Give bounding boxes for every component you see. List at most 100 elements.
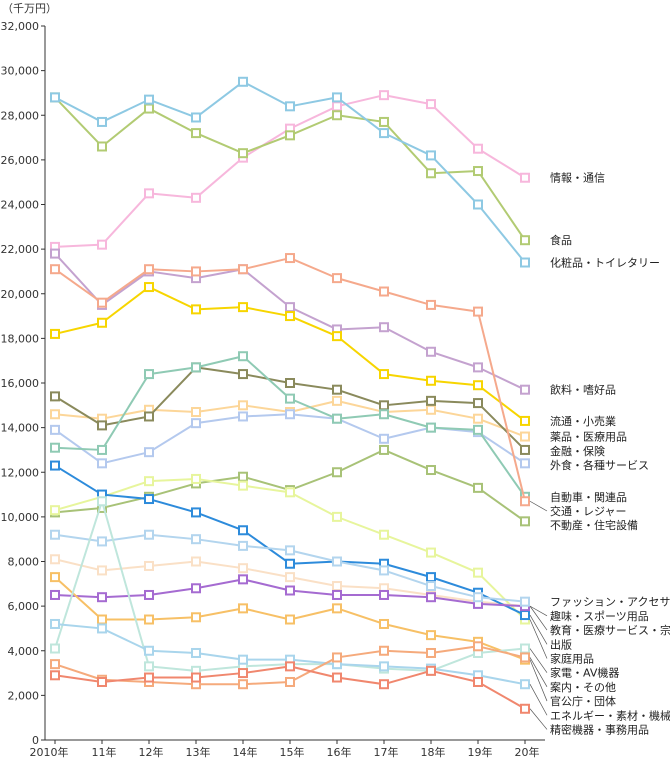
data-point [191,672,201,683]
series-label: 流通・小売業 [550,414,616,428]
series-9 [50,253,530,507]
data-point [332,511,342,522]
data-point [520,610,530,621]
data-point [473,482,483,493]
data-point [238,563,248,574]
series-18 [50,618,530,690]
data-point [473,641,483,652]
label-leader-line [529,648,548,673]
x-tick-label: 18年 [421,745,446,759]
data-point [426,150,436,161]
series-4 [50,282,530,426]
series-label: 金融・保険 [550,444,605,458]
data-point [191,647,201,658]
y-tick-label: 26,000 [1,154,40,167]
series-15 [50,529,530,607]
data-point [332,581,342,592]
data-point [144,94,154,105]
label-leader-line [529,605,548,631]
y-tick-label: 28,000 [1,109,40,122]
data-point [520,257,530,268]
data-point [144,560,154,571]
series-label: 飲料・嗜好品 [550,383,616,397]
data-point [285,253,295,264]
data-point [191,266,201,277]
data-point [97,676,107,687]
data-point [97,536,107,547]
data-point [191,583,201,594]
data-point [97,141,107,152]
data-point [379,661,389,672]
data-point [238,411,248,422]
y-tick-label: 32,000 [1,20,40,33]
data-point [426,395,436,406]
data-point [50,554,60,565]
series-7 [50,409,530,469]
x-tick-label: 14年 [233,745,258,759]
data-point [285,101,295,112]
data-point [473,380,483,391]
data-point [332,589,342,600]
data-point [473,676,483,687]
data-point [97,444,107,455]
data-point [50,264,60,275]
data-point [144,264,154,275]
data-point [426,592,436,603]
label-leader-line [529,614,548,645]
x-tick-label: 19年 [468,745,493,759]
data-point [520,643,530,654]
data-point [97,420,107,431]
data-point [97,317,107,328]
data-point [191,418,201,429]
x-tick-label: 13年 [186,745,211,759]
series-label: 官公庁・団体 [550,694,616,708]
data-point [97,297,107,308]
data-point [144,672,154,683]
y-tick-label: 6,000 [8,600,40,613]
x-tick-label: 12年 [139,745,164,759]
data-point [332,110,342,121]
data-point [285,378,295,388]
y-tick-label: 24,000 [1,199,40,212]
series-label: 食品 [550,233,572,247]
data-point [238,525,248,536]
data-point [50,618,60,629]
x-tick-label: 17年 [374,745,399,759]
data-point [285,545,295,556]
x-tick-label: 2010年 [30,745,69,759]
data-point [520,596,530,607]
data-point [426,647,436,658]
data-point [191,534,201,545]
y-tick-label: 8,000 [8,556,40,569]
data-point [285,585,295,596]
data-point [50,460,60,471]
data-point [332,384,342,395]
x-tick-label: 16年 [327,745,352,759]
data-point [191,112,201,123]
data-point [144,103,154,114]
series-label: 薬品・医療用品 [550,430,627,444]
x-tick-label: 15年 [280,745,305,759]
data-point [332,413,342,424]
series-12 [50,554,530,612]
series-label: 不動産・住宅設備 [550,518,638,532]
data-point [473,306,483,317]
data-point [332,101,342,112]
data-point [144,645,154,656]
y-tick-label: 16,000 [1,377,40,390]
data-point [97,458,107,469]
data-point [379,409,389,420]
data-point [473,567,483,578]
data-point [379,679,389,690]
label-leader-line [529,657,548,688]
data-point [426,404,436,415]
data-point [426,422,436,433]
data-point [426,581,436,592]
data-point [144,411,154,422]
series-label: 家電・AV機器 [550,666,619,680]
data-point [238,264,248,275]
data-point [379,322,389,333]
label-leader-line [529,684,548,716]
series-16 [50,572,530,665]
